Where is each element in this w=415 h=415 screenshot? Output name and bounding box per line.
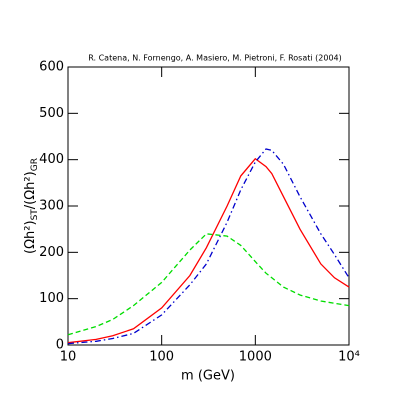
- y-tick-label: 500: [39, 106, 64, 121]
- y-tick-label: 600: [39, 60, 64, 75]
- x-axis-label: m (GeV): [181, 369, 235, 384]
- y-tick-label: 400: [39, 152, 64, 167]
- series-line: [67, 148, 350, 345]
- y-label-part: /(Ωh²): [23, 171, 38, 209]
- series-line: [67, 233, 350, 336]
- y-label-sub: GR: [30, 158, 40, 171]
- y-label-sub: ST: [30, 209, 40, 221]
- series-line: [67, 157, 350, 344]
- x-tick-label: 100: [149, 350, 174, 365]
- y-tick-label: 0: [56, 338, 64, 353]
- plot-frame: [67, 66, 350, 346]
- x-tick-label: 10⁴: [338, 350, 360, 365]
- x-tick-label: 1000: [239, 350, 272, 365]
- y-tick-label: 300: [39, 199, 64, 214]
- x-tick-label: 10: [60, 350, 77, 365]
- y-label-part: (Ωh²): [23, 220, 38, 254]
- y-tick-label: 100: [39, 291, 64, 306]
- chart-title: R. Catena, N. Fornengo, A. Masiero, M. P…: [88, 54, 342, 63]
- y-axis-label: (Ωh²)ST/(Ωh²)GR: [23, 158, 40, 254]
- y-tick-label: 200: [39, 245, 64, 260]
